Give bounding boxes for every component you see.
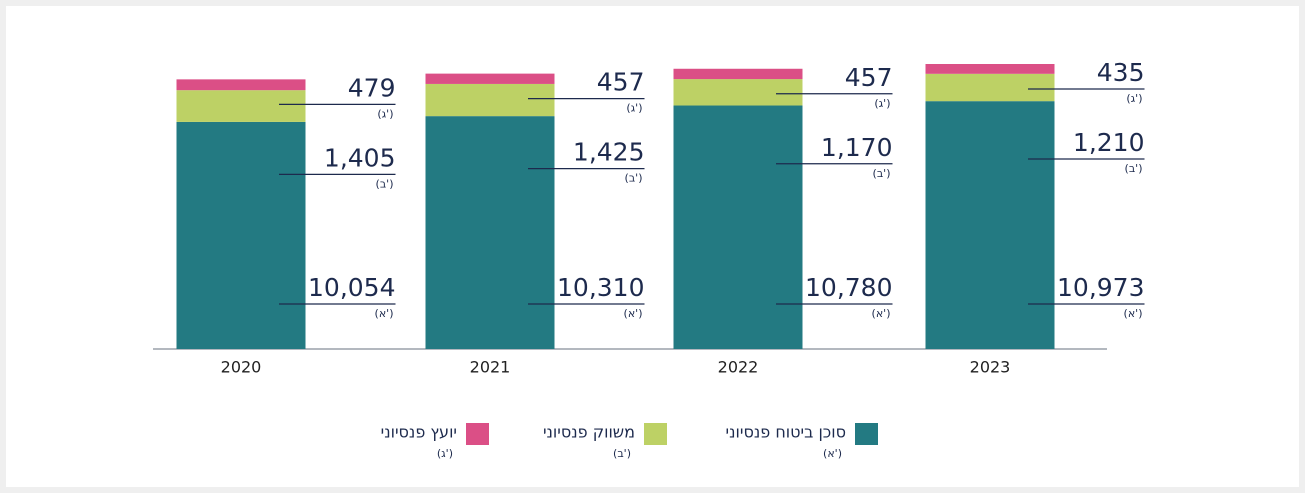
- value-label: 457: [597, 68, 645, 97]
- bar-segment: [925, 64, 1055, 74]
- segment-tag: (ב'): [376, 177, 394, 190]
- value-label: 1,425: [573, 138, 645, 167]
- value-label: 479: [348, 73, 396, 102]
- legend-swatch: [644, 423, 667, 445]
- value-label: 435: [1097, 58, 1145, 87]
- segment-tag: (ג'): [626, 102, 642, 115]
- value-label: 457: [845, 63, 893, 92]
- legend-swatch: [466, 423, 489, 445]
- bar-segment: [176, 121, 306, 349]
- value-label: 10,310: [557, 273, 644, 302]
- legend-label: יועץ פנסיוני: [381, 423, 457, 442]
- value-label: 1,405: [324, 143, 396, 172]
- legend-tag: (ב'): [613, 447, 631, 460]
- bar-segment: [673, 68, 803, 80]
- legend-label: משווק פנסיוני: [543, 423, 635, 442]
- bar-segment: [425, 116, 555, 350]
- legend-tag: (א'): [823, 447, 842, 460]
- segment-tag: (א'): [375, 307, 394, 320]
- x-tick-label: 2023: [970, 358, 1011, 377]
- bar-segment: [425, 73, 555, 84]
- bar-segment: [425, 83, 555, 117]
- value-label: 10,780: [805, 273, 892, 302]
- x-tick-label: 2022: [718, 358, 759, 377]
- bar-segment: [176, 90, 306, 122]
- x-tick-label: 2021: [470, 358, 511, 377]
- value-label: 10,054: [308, 273, 395, 302]
- segment-tag: (ג'): [1126, 92, 1142, 105]
- legend-swatch: [855, 423, 878, 445]
- segment-tag: (ג'): [874, 97, 890, 110]
- segment-tag: (ב'): [873, 167, 891, 180]
- x-tick-label: 2020: [221, 358, 262, 377]
- bar-segment: [176, 79, 306, 91]
- value-label: 1,210: [1073, 128, 1145, 157]
- segment-tag: (ג'): [377, 107, 393, 120]
- legend-label: סוכן ביטוח פנסיוני: [726, 423, 846, 442]
- segment-tag: (ב'): [1125, 162, 1143, 175]
- value-label: 10,973: [1057, 273, 1144, 302]
- segment-tag: (א'): [872, 307, 891, 320]
- bar-segment: [925, 101, 1055, 350]
- segment-tag: (א'): [1124, 307, 1143, 320]
- value-label: 1,170: [821, 133, 893, 162]
- legend-tag: (ג'): [437, 447, 453, 460]
- segment-tag: (ב'): [625, 172, 643, 185]
- segment-tag: (א'): [624, 307, 643, 320]
- bar-segment: [673, 105, 803, 350]
- bar-segment: [925, 73, 1055, 102]
- bar-segment: [673, 79, 803, 106]
